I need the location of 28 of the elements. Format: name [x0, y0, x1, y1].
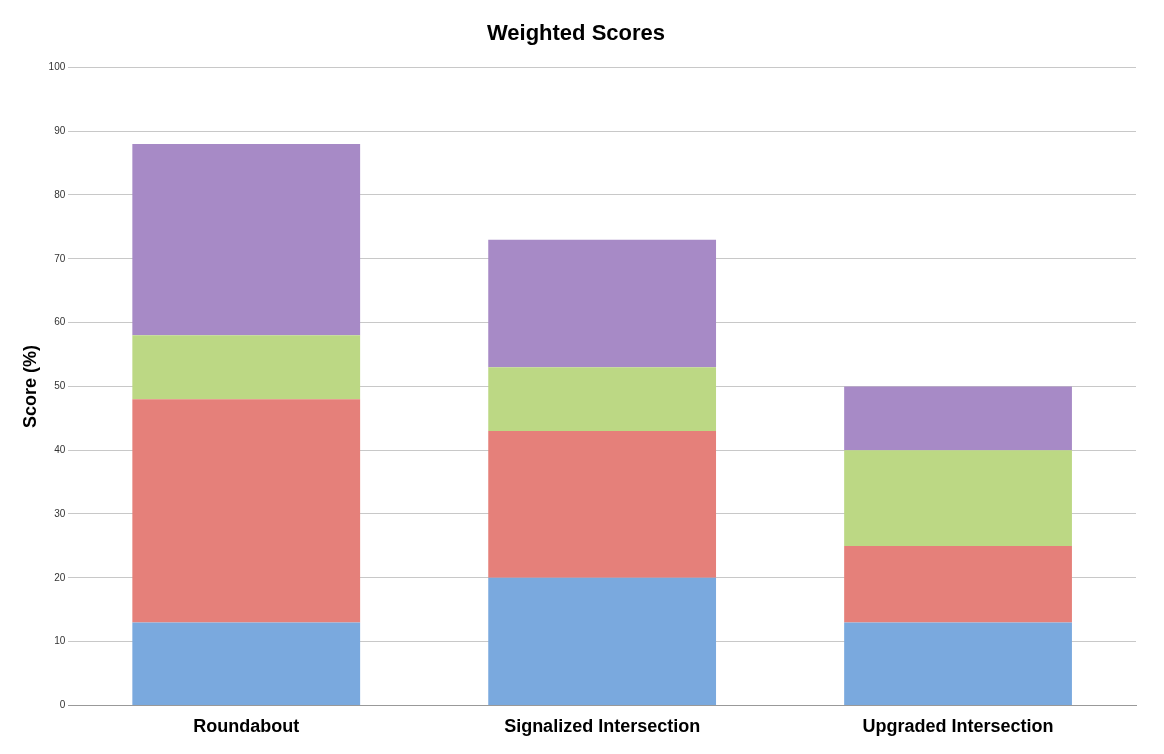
y-axis-title: Score (%) — [19, 344, 40, 428]
y-tick-label: 10 — [54, 635, 66, 647]
bar — [844, 386, 1072, 451]
chart-title: Weighted Scores — [486, 20, 666, 46]
bar — [844, 622, 1072, 705]
y-tick-label: 70 — [54, 252, 66, 264]
bar — [488, 431, 717, 578]
bar — [132, 335, 361, 400]
bar — [132, 143, 361, 336]
bar — [844, 450, 1072, 546]
x-tick-label: Roundabout — [193, 716, 300, 737]
bar — [488, 239, 717, 368]
x-tick-label: Signalized Intersection — [504, 716, 701, 737]
y-tick-label: 90 — [54, 124, 66, 136]
bar — [488, 577, 717, 705]
y-tick-label: 100 — [48, 61, 66, 73]
y-tick-label: 60 — [54, 316, 66, 328]
x-tick-label: Upgraded Intersection — [862, 716, 1054, 737]
y-tick-label: 20 — [54, 571, 66, 583]
y-tick-label: 30 — [54, 507, 66, 519]
bar — [844, 545, 1072, 623]
y-tick-label: 80 — [54, 188, 66, 200]
y-tick-label: 50 — [54, 380, 66, 392]
bar — [132, 622, 361, 705]
y-tick-label: 40 — [54, 443, 66, 455]
y-tick-label: 0 — [59, 699, 66, 711]
bar — [132, 399, 361, 623]
bar — [488, 367, 717, 432]
